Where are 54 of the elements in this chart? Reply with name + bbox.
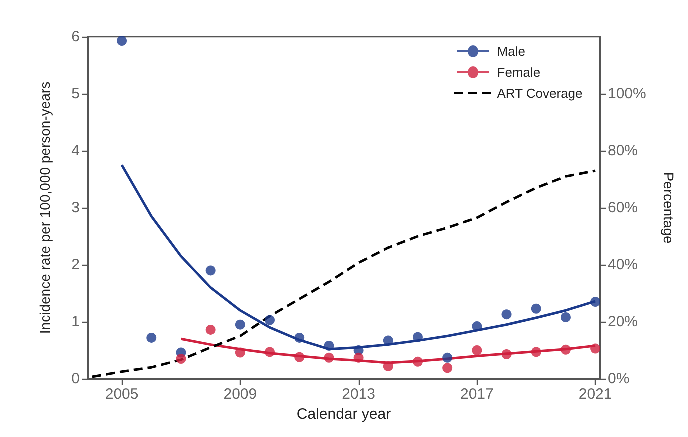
point <box>294 352 305 362</box>
point <box>235 320 246 330</box>
point <box>117 36 128 46</box>
point <box>413 332 423 342</box>
point <box>383 336 394 346</box>
x-tick-label: 2021 <box>578 386 612 403</box>
point <box>354 352 364 363</box>
point <box>590 297 601 308</box>
point <box>324 352 334 363</box>
y-tick-label: 4 <box>72 142 80 160</box>
legend-label: Female <box>497 65 541 80</box>
point <box>265 347 276 358</box>
point <box>502 310 512 320</box>
legend-label: Male <box>497 44 526 59</box>
point <box>206 266 216 276</box>
y-tick-label: 1 <box>72 314 80 330</box>
y2-tick-label: 0% <box>608 370 630 388</box>
point <box>413 356 423 367</box>
x-tick-label: 2005 <box>105 386 139 403</box>
y-tick-label: 3 <box>72 200 80 216</box>
point <box>235 348 246 358</box>
y-tick-label: 2 <box>72 256 80 274</box>
y2-tick-label: 40% <box>608 256 638 274</box>
y-tick-label: 0 <box>72 370 80 388</box>
point <box>383 361 394 372</box>
y-tick-label: 5 <box>72 86 80 102</box>
point <box>206 324 216 335</box>
point <box>560 344 571 355</box>
point <box>472 346 482 356</box>
point <box>324 340 334 351</box>
y2-tick-label: 80% <box>608 142 638 160</box>
y-tick-label: 6 <box>72 28 80 46</box>
point <box>265 315 276 326</box>
x-tick-label: 2017 <box>460 386 494 403</box>
point <box>531 347 542 358</box>
legend-label: ART Coverage <box>497 86 583 101</box>
point <box>294 332 305 343</box>
x-tick-label: 2009 <box>224 386 258 403</box>
x-tick-label: 2013 <box>342 386 376 403</box>
y-axis-title: Incidence rate per 100,000 person-years <box>37 82 53 334</box>
y2-tick-label: 100% <box>608 86 646 102</box>
y2-tick-label: 60% <box>608 200 638 216</box>
point <box>176 354 186 364</box>
point <box>590 344 601 354</box>
line-series <box>91 170 597 378</box>
x-axis-title: Calendar year <box>296 406 392 423</box>
point <box>442 363 453 374</box>
point <box>502 349 512 360</box>
point <box>560 312 571 322</box>
y2-axis-title: Percentage <box>661 172 677 244</box>
point <box>531 304 542 314</box>
y2-tick-label: 20% <box>608 314 638 330</box>
point <box>442 352 453 363</box>
point <box>146 332 157 343</box>
